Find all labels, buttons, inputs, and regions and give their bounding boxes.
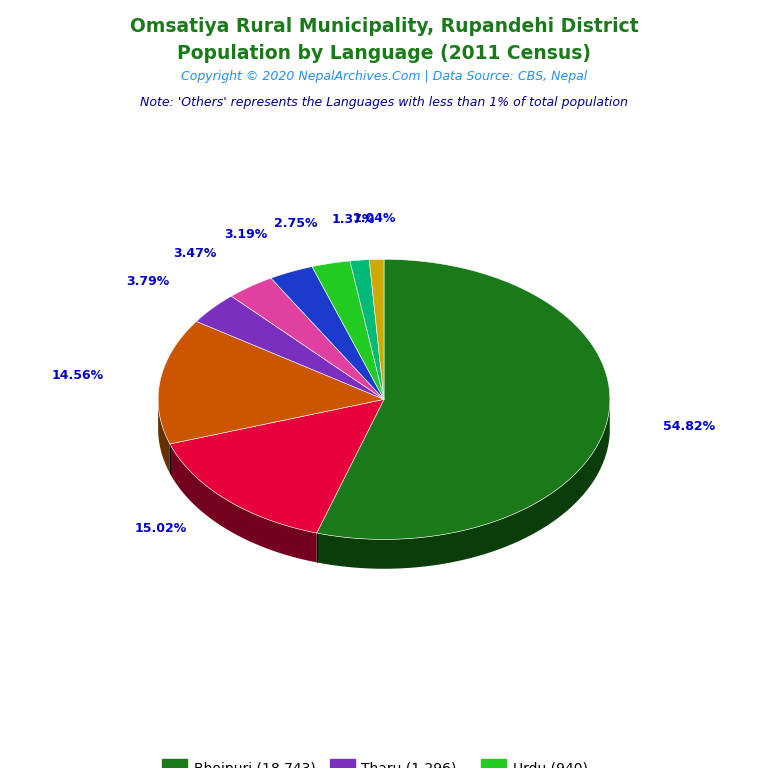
Text: Population by Language (2011 Census): Population by Language (2011 Census) xyxy=(177,45,591,63)
Polygon shape xyxy=(158,321,384,444)
Polygon shape xyxy=(350,260,384,399)
Text: Copyright © 2020 NepalArchives.Com | Data Source: CBS, Nepal: Copyright © 2020 NepalArchives.Com | Dat… xyxy=(181,71,587,83)
Polygon shape xyxy=(170,399,384,533)
Text: 14.56%: 14.56% xyxy=(52,369,104,382)
Polygon shape xyxy=(369,260,384,399)
Polygon shape xyxy=(316,260,610,539)
Polygon shape xyxy=(158,399,170,473)
Text: 1.37%: 1.37% xyxy=(332,214,375,227)
Text: 15.02%: 15.02% xyxy=(134,522,187,535)
Text: Note: 'Others' represents the Languages with less than 1% of total population: Note: 'Others' represents the Languages … xyxy=(140,96,628,108)
Text: Omsatiya Rural Municipality, Rupandehi District: Omsatiya Rural Municipality, Rupandehi D… xyxy=(130,18,638,36)
Polygon shape xyxy=(231,278,384,399)
Polygon shape xyxy=(271,266,384,399)
Text: 2.75%: 2.75% xyxy=(274,217,317,230)
Legend: Bhojpuri (18,743), Nepali (5,137), Avadhi (4,977), Tharu (1,296), Magar (1,185),: Bhojpuri (18,743), Nepali (5,137), Avadh… xyxy=(157,754,611,768)
Polygon shape xyxy=(170,444,316,562)
Text: 1.04%: 1.04% xyxy=(353,212,396,225)
Polygon shape xyxy=(316,403,610,569)
Text: 54.82%: 54.82% xyxy=(663,420,715,433)
Text: 3.47%: 3.47% xyxy=(174,247,217,260)
Text: 3.79%: 3.79% xyxy=(127,275,170,288)
Polygon shape xyxy=(312,261,384,399)
Text: 3.19%: 3.19% xyxy=(224,228,268,241)
Polygon shape xyxy=(197,296,384,399)
